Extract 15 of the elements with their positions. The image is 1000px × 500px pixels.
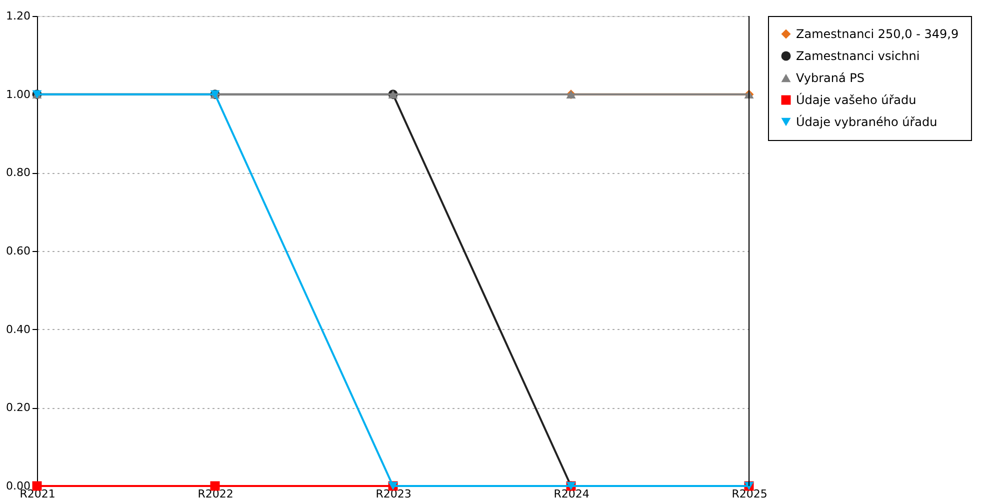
x-tick-label: R2022 [198,488,234,500]
y-tick-label: 1.00 [6,88,30,101]
x-tick-label: R2025 [732,488,768,500]
y-tick-label: 0.80 [6,166,30,180]
x-tick-label: R2024 [554,488,590,500]
legend-label: Vybraná PS [796,71,865,85]
legend-label: Údaje vybraného úřadu [796,114,938,129]
x-tick-label: R2023 [376,488,412,500]
y-tick-label: 1.20 [6,10,30,22]
y-tick-label: 0.60 [6,244,30,258]
y-tick-label: 0.40 [6,322,30,336]
y-tick-label: 0.20 [6,401,30,414]
legend-label: Zamestnanci 250,0 - 349,9 [796,27,959,41]
legend-label: Údaje vašeho úřadu [796,92,916,107]
legend-label: Zamestnanci vsichni [796,49,920,63]
